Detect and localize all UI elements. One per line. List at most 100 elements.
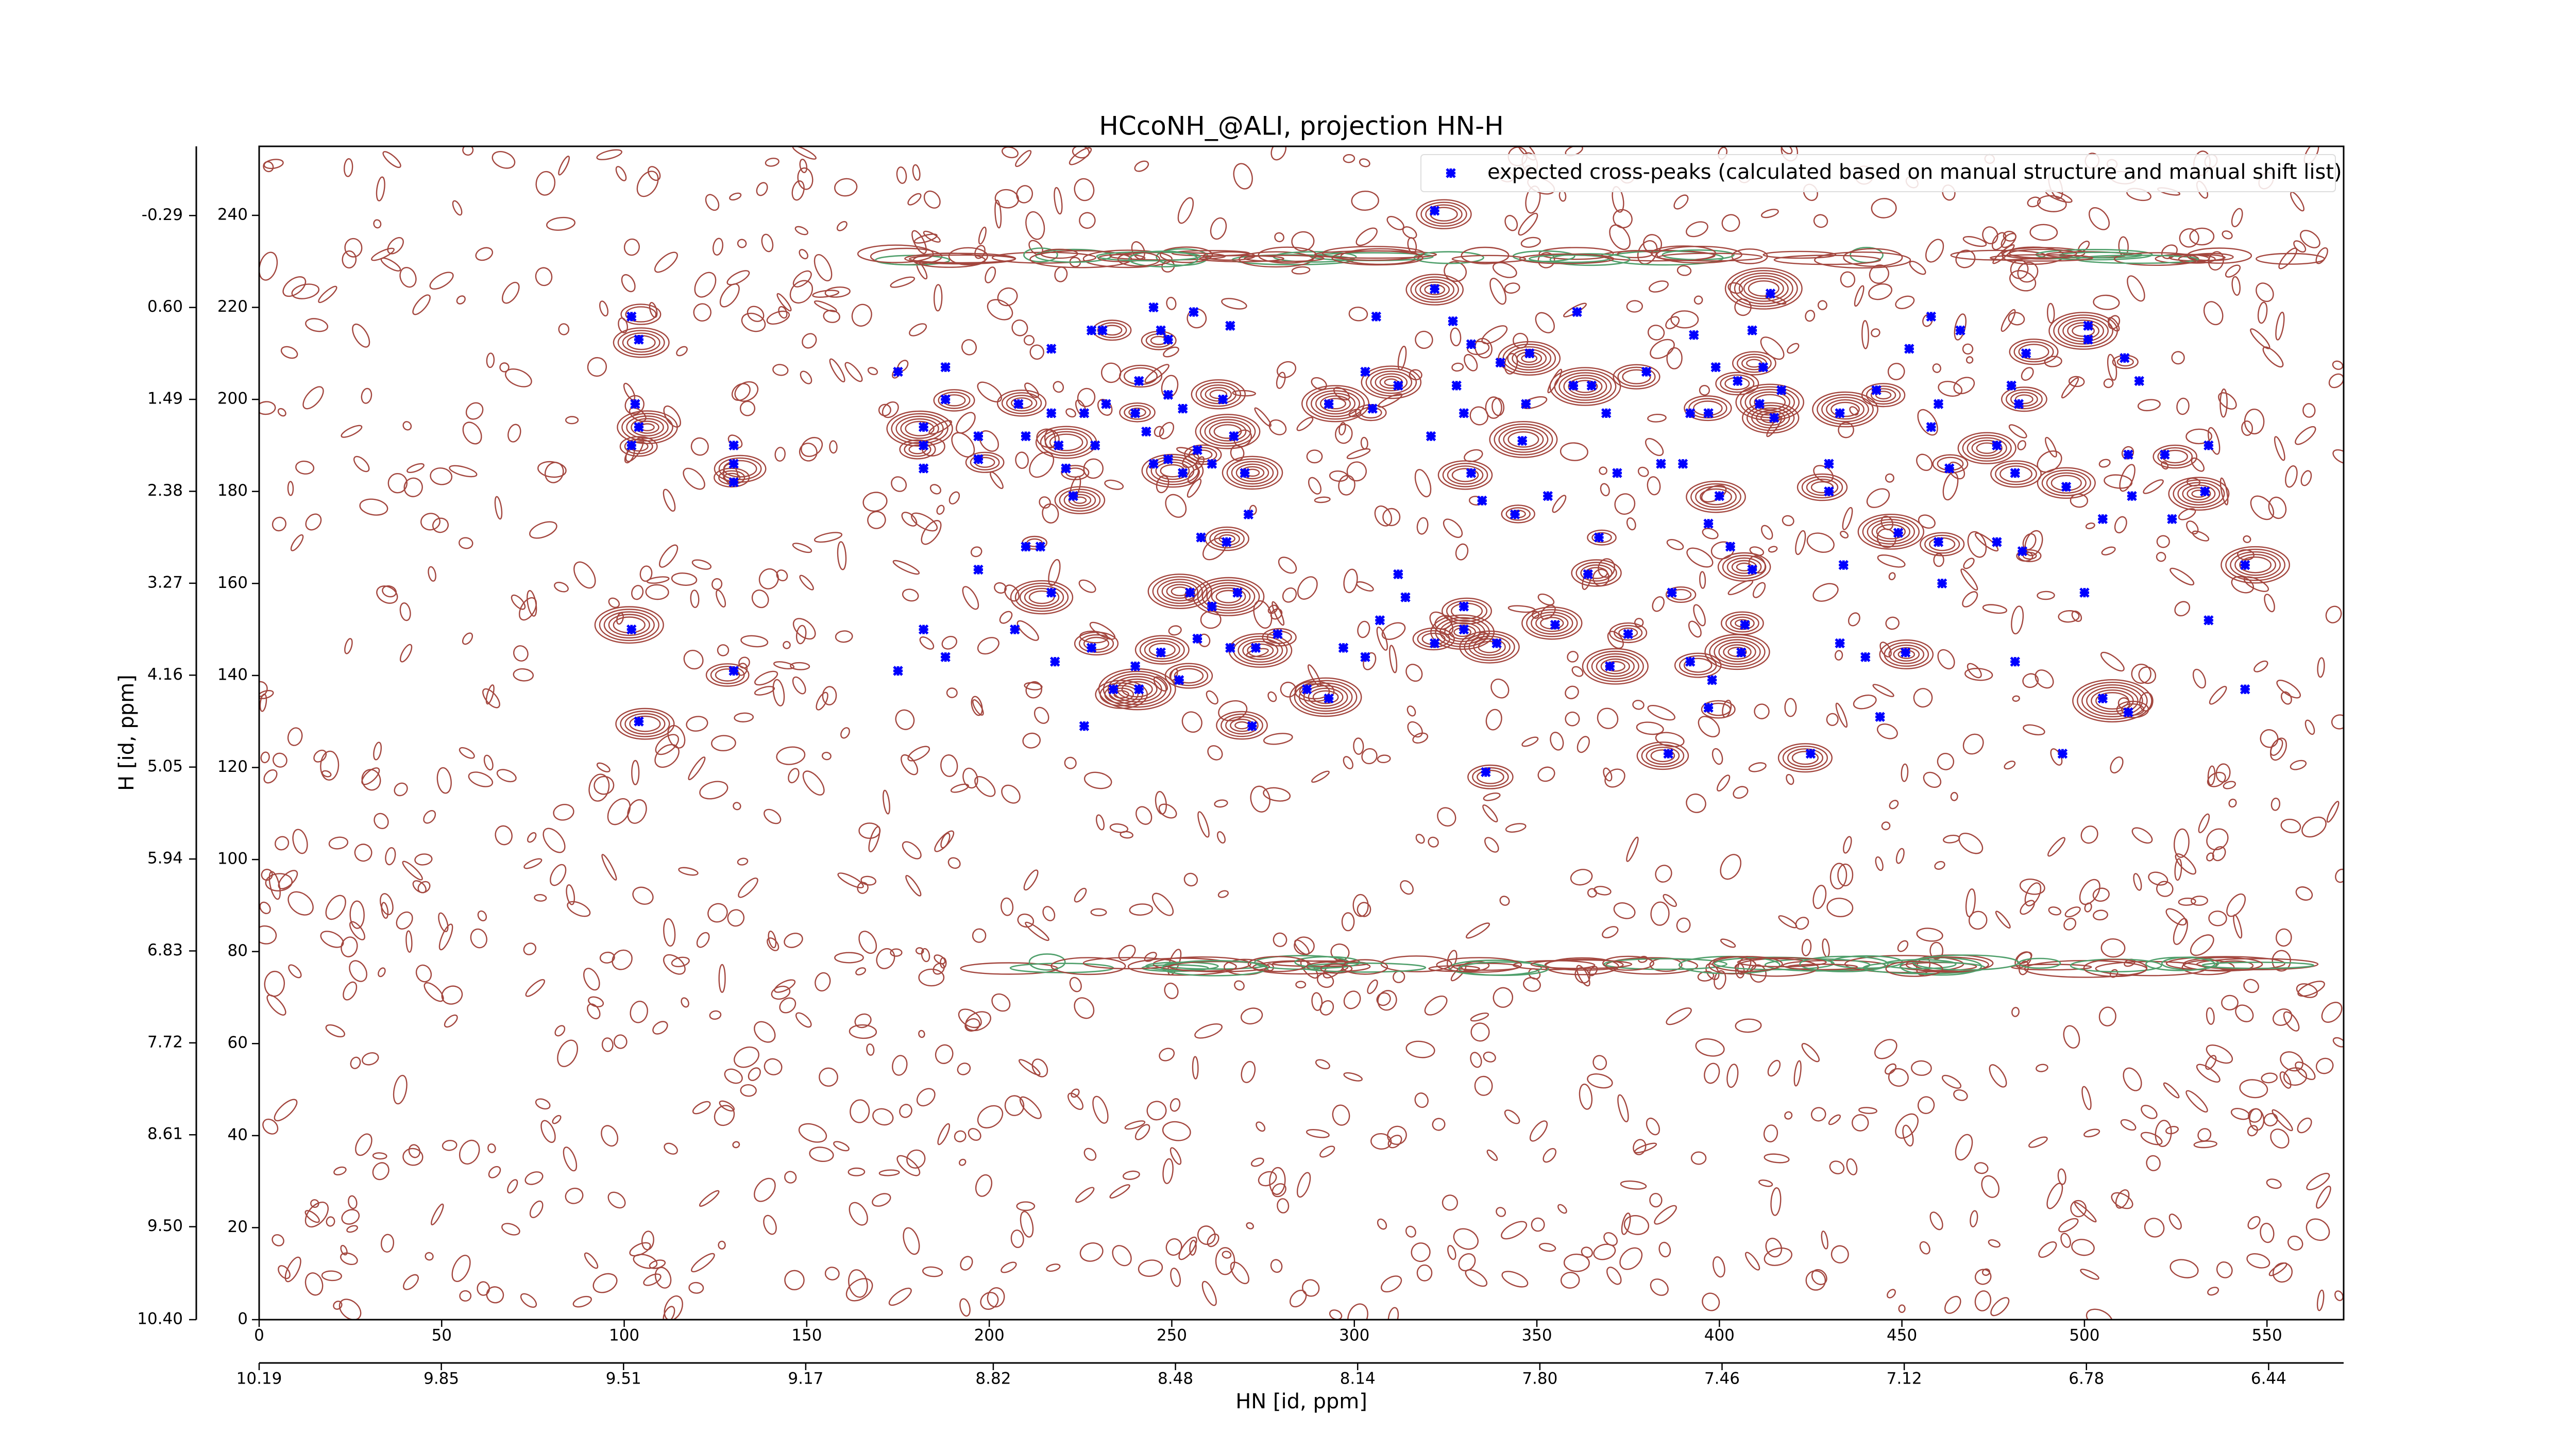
cross-peak xyxy=(634,422,644,432)
contour xyxy=(2058,610,2080,623)
contour xyxy=(1341,912,1355,932)
contour xyxy=(2315,247,2328,264)
contour xyxy=(1992,244,2015,264)
contour xyxy=(1489,421,1558,458)
contour xyxy=(1222,1251,1232,1259)
contour xyxy=(1083,1148,1097,1161)
contour xyxy=(417,881,431,894)
contour xyxy=(2098,459,2111,468)
contour xyxy=(754,670,778,686)
contour xyxy=(1048,559,1061,586)
contour xyxy=(2295,426,2316,445)
contour xyxy=(1714,639,1761,665)
contour xyxy=(1199,255,1284,263)
contour xyxy=(1726,1064,1739,1088)
contour xyxy=(836,221,848,231)
contour xyxy=(488,1166,501,1178)
contour xyxy=(1990,1297,2010,1317)
contour xyxy=(1600,483,1610,497)
contour xyxy=(1024,587,1060,607)
contour xyxy=(933,963,945,975)
contour xyxy=(1458,961,1549,976)
contour xyxy=(1623,1215,1650,1235)
cross-peak xyxy=(1703,408,1714,418)
contour xyxy=(462,146,474,156)
contour xyxy=(1810,1107,1826,1122)
contour xyxy=(1376,992,1391,1006)
contour xyxy=(565,416,579,425)
contour xyxy=(513,645,529,662)
contour xyxy=(2148,871,2168,886)
contour xyxy=(2332,1037,2344,1048)
contour xyxy=(2080,1269,2099,1280)
contour xyxy=(2177,482,2221,506)
contour xyxy=(618,317,629,333)
cross-peak xyxy=(634,716,644,727)
contour xyxy=(2197,1128,2212,1142)
contour xyxy=(1690,483,1741,511)
contour xyxy=(1308,477,1322,495)
contour xyxy=(1416,1264,1433,1282)
x2-tick-label: 8.82 xyxy=(975,1370,1011,1388)
contour xyxy=(380,893,394,916)
contour xyxy=(436,767,452,794)
contour xyxy=(734,1046,759,1068)
cross-peak xyxy=(1824,486,1834,497)
contour xyxy=(1216,711,1268,740)
contour xyxy=(373,219,382,229)
contour xyxy=(799,575,814,591)
contour xyxy=(918,1030,925,1038)
contour xyxy=(1720,611,1764,635)
contour xyxy=(2253,660,2268,672)
contour xyxy=(1244,255,1325,262)
contour xyxy=(934,830,955,852)
y2-tick-label: 5.05 xyxy=(147,757,183,776)
contour xyxy=(2189,227,2215,246)
contour xyxy=(812,290,840,298)
contour xyxy=(1843,248,1903,267)
contour xyxy=(1641,744,1685,768)
contour xyxy=(1787,748,1824,768)
contour xyxy=(1929,1211,1943,1231)
contour xyxy=(594,606,664,644)
contour xyxy=(1124,405,1151,420)
contour xyxy=(1459,630,1520,664)
contour xyxy=(977,637,999,655)
legend-box xyxy=(1420,154,2336,192)
contour xyxy=(1760,336,1785,360)
cross-peak xyxy=(1046,408,1057,418)
contour xyxy=(1343,1072,1363,1082)
plot-layer xyxy=(626,206,2250,778)
contour xyxy=(1754,394,1786,411)
contour xyxy=(1182,453,1200,468)
contour xyxy=(1752,582,1766,598)
contour xyxy=(1414,469,1432,498)
contour xyxy=(844,362,863,382)
contour xyxy=(2219,388,2228,418)
contour xyxy=(572,1295,592,1308)
contour xyxy=(1215,1247,1235,1275)
contour xyxy=(1874,1039,1897,1059)
cross-peak xyxy=(1451,380,1462,391)
contour xyxy=(2145,956,2216,971)
contour xyxy=(773,661,795,670)
cross-peak xyxy=(1703,518,1714,529)
contour xyxy=(1018,1059,1041,1076)
contour xyxy=(699,1190,720,1207)
contour xyxy=(816,692,828,711)
cross-peak xyxy=(626,311,637,322)
contour xyxy=(1178,1236,1197,1260)
contour xyxy=(2186,520,2199,535)
contour xyxy=(2165,1126,2179,1135)
contour xyxy=(1270,146,1286,161)
contour xyxy=(1451,468,1479,482)
contour xyxy=(792,270,812,288)
contour xyxy=(1054,486,1106,514)
contour xyxy=(2247,1216,2261,1229)
contour xyxy=(1563,375,1607,398)
contour xyxy=(305,513,322,531)
contour xyxy=(2185,1090,2208,1113)
contour xyxy=(573,561,596,589)
contour xyxy=(1613,364,1660,390)
contour xyxy=(2046,472,2087,494)
